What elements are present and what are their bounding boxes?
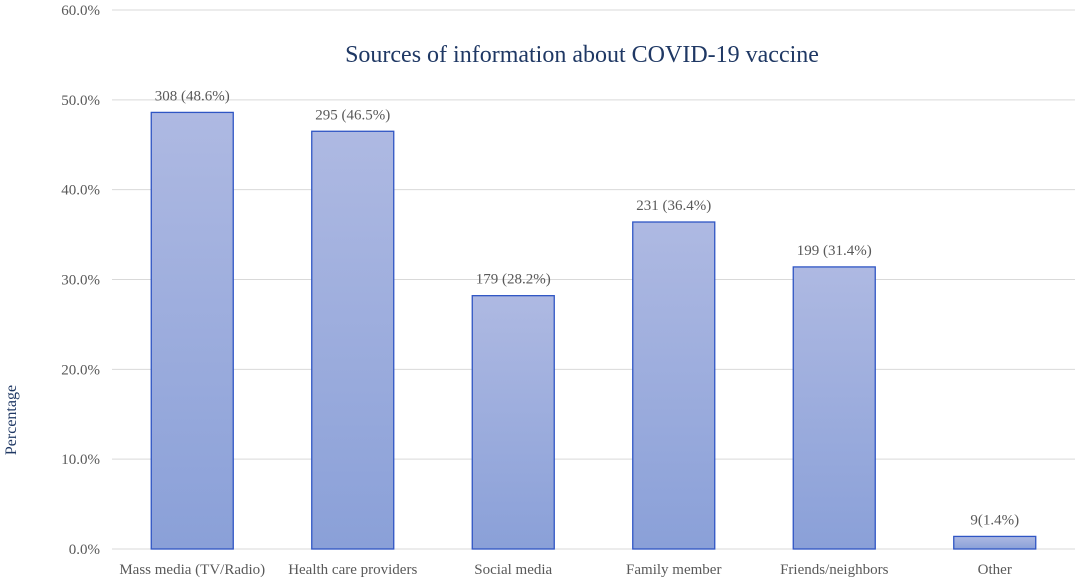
bar	[953, 535, 1037, 550]
y-tick-label: 30.0%	[61, 273, 100, 289]
x-category-label: Mass media (TV/Radio)	[119, 562, 265, 578]
data-label: 295 (46.5%)	[315, 107, 390, 123]
data-label: 179 (28.2%)	[476, 272, 551, 288]
chart-title: Sources of information about COVID-19 va…	[345, 42, 819, 68]
x-axis-category-labels: Mass media (TV/Radio) Health care provide…	[119, 562, 1011, 578]
data-label: 231 (36.4%)	[636, 198, 711, 214]
gridlines	[112, 9, 1075, 550]
data-label: 308 (48.6%)	[155, 88, 230, 104]
y-tick-label: 50.0%	[61, 93, 100, 109]
x-category-label: Social media	[474, 562, 552, 578]
y-axis-tick-labels: 0.0% 10.0% 20.0% 30.0% 40.0% 50.0% 60.0%	[61, 3, 100, 558]
data-label: 199 (31.4%)	[797, 243, 872, 259]
y-tick-label: 60.0%	[61, 3, 100, 19]
x-category-label: Other	[978, 562, 1012, 578]
y-axis-title: Percentage	[3, 385, 20, 455]
x-category-label: Health care providers	[288, 562, 417, 578]
bars	[150, 111, 1037, 550]
data-label: 9(1.4%)	[970, 512, 1019, 528]
y-tick-label: 0.0%	[69, 542, 100, 558]
y-tick-label: 20.0%	[61, 362, 100, 378]
data-labels: 308 (48.6%) 295 (46.5%) 179 (28.2%) 231 (36…	[155, 88, 1019, 528]
x-category-label: Family member	[626, 562, 721, 578]
bar	[311, 130, 395, 550]
x-category-label: Friends/neighbors	[780, 562, 888, 578]
bar	[150, 111, 234, 550]
y-tick-label: 10.0%	[61, 452, 100, 468]
y-tick-label: 40.0%	[61, 183, 100, 199]
bar	[792, 266, 876, 550]
bar	[632, 221, 716, 550]
bar	[471, 295, 555, 550]
